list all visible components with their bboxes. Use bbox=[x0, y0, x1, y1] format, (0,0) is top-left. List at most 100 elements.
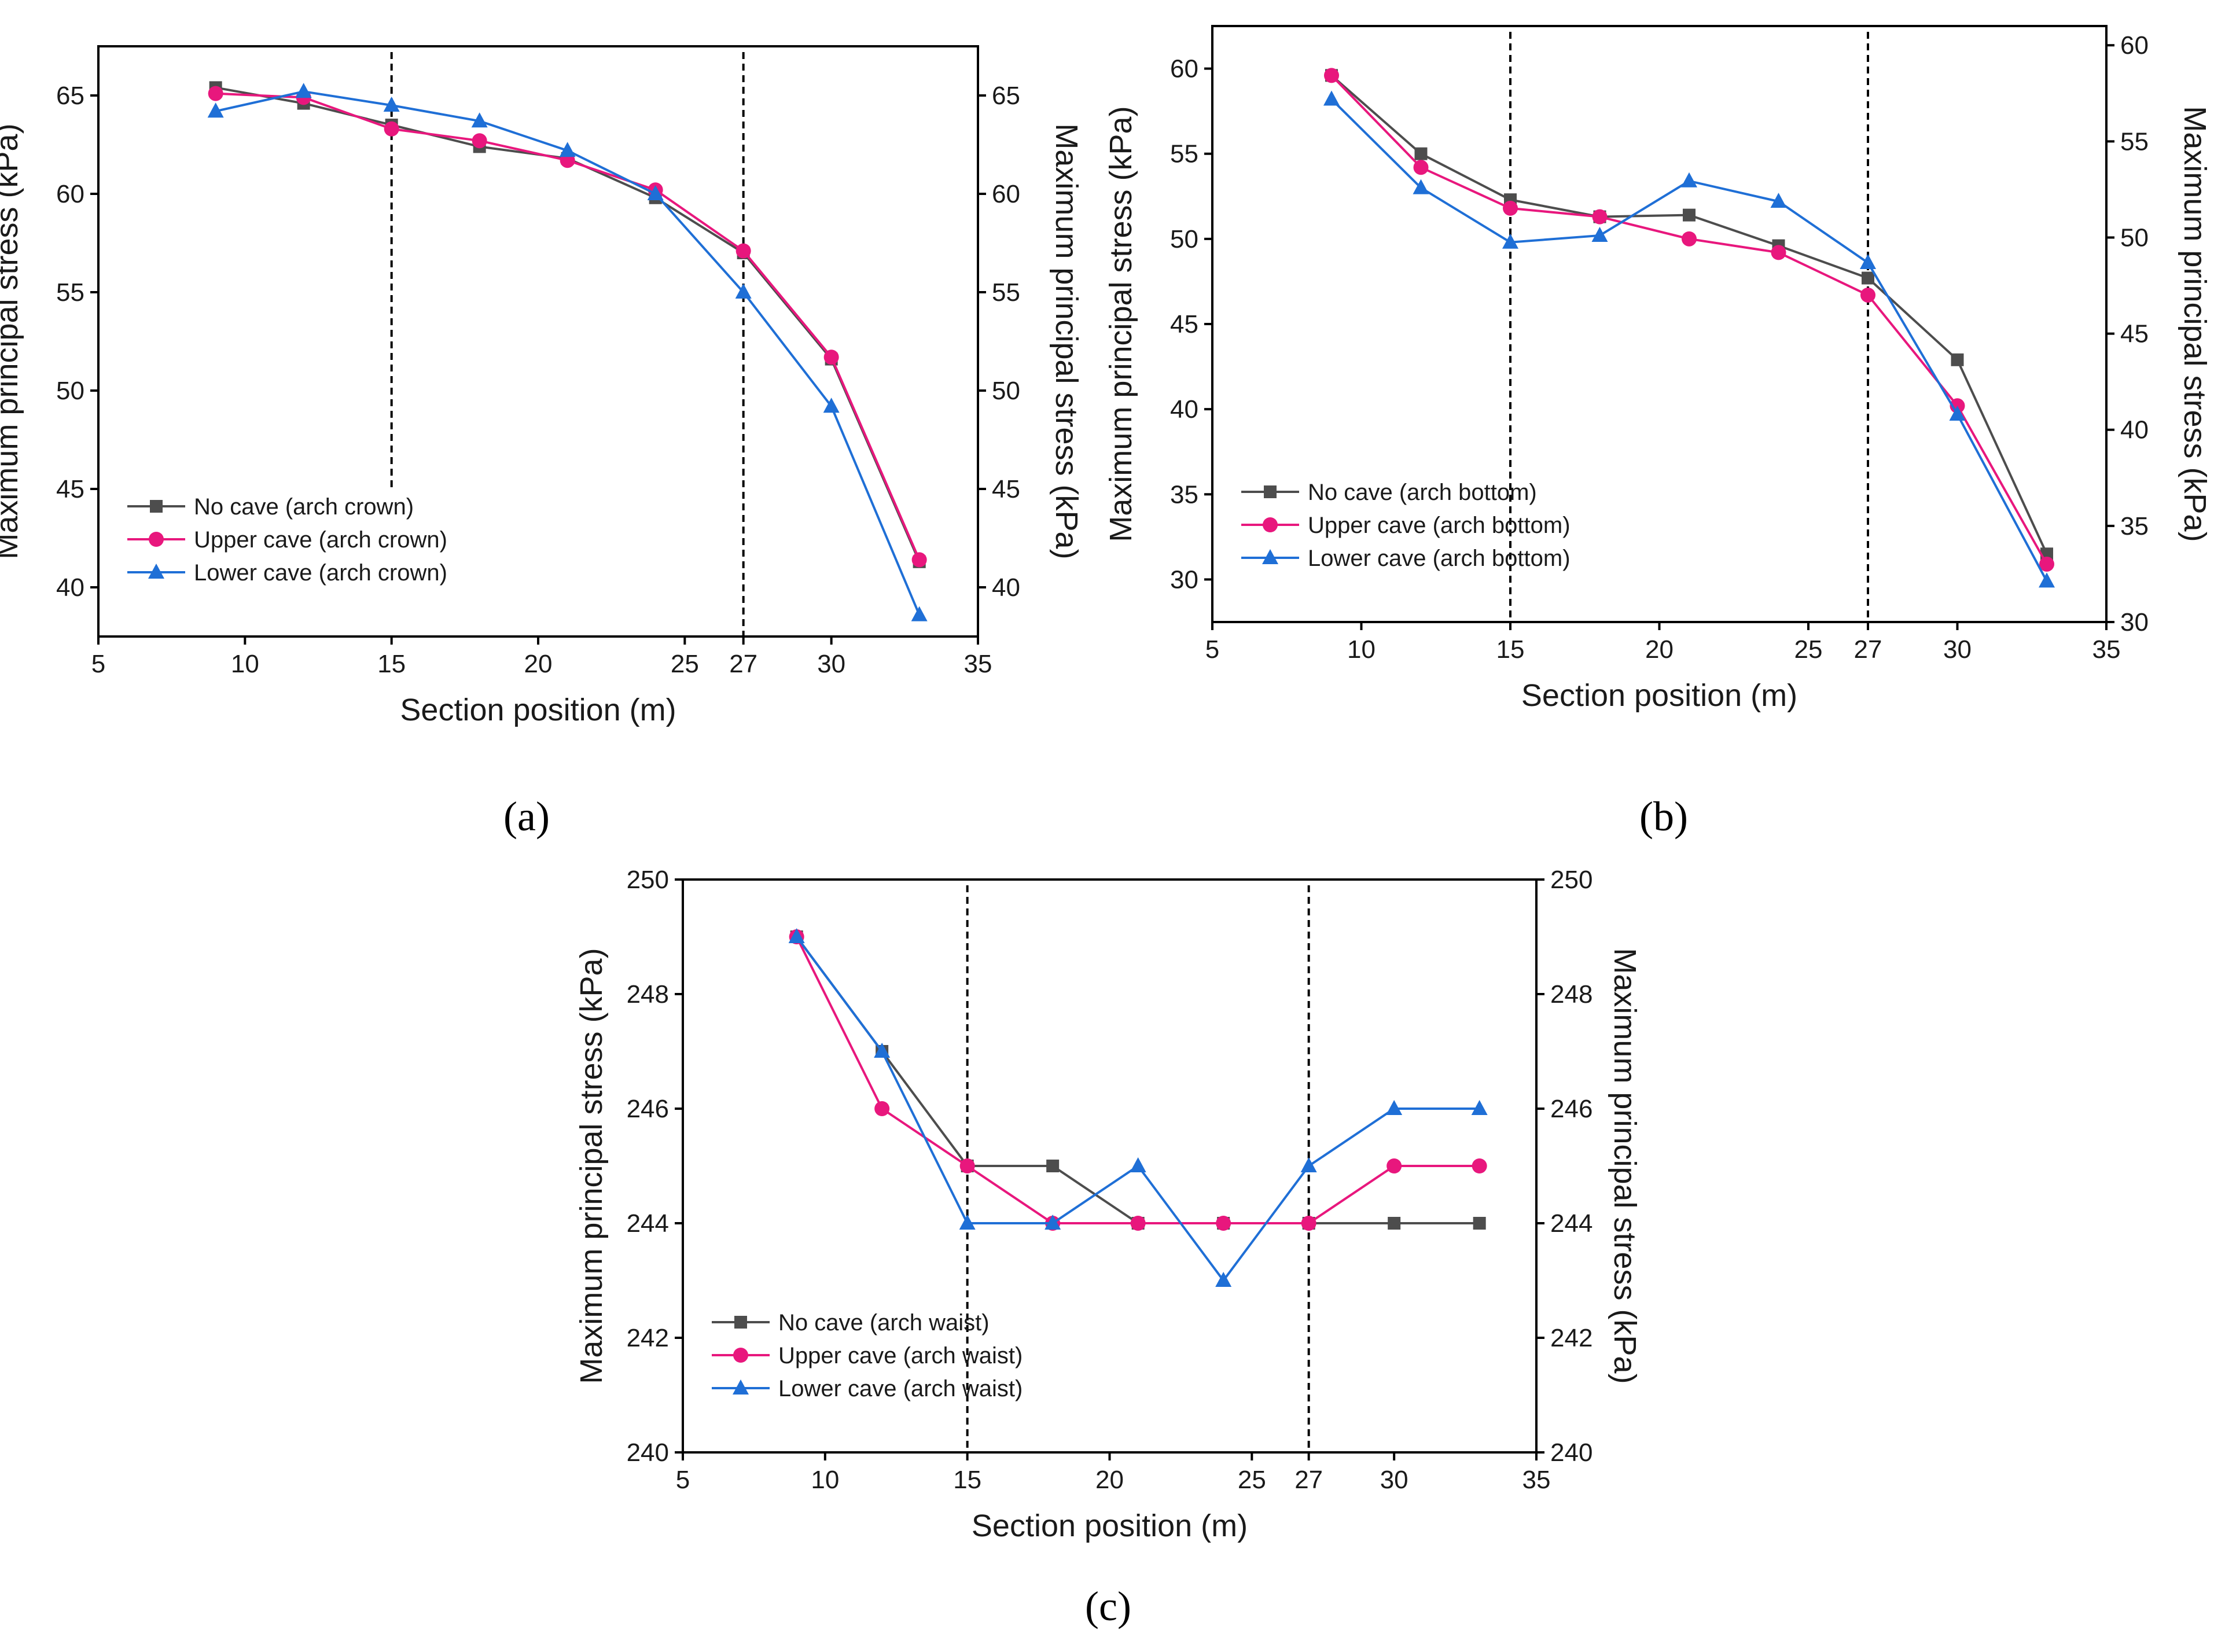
legend-marker-upper_cave bbox=[149, 532, 164, 547]
data-point-upper_cave bbox=[1324, 68, 1339, 83]
data-point-lower_cave bbox=[1949, 405, 1966, 421]
data-point-upper_cave bbox=[1301, 1216, 1316, 1231]
x-tick-label: 35 bbox=[1522, 1466, 1551, 1494]
data-point-lower_cave bbox=[1386, 1100, 1403, 1115]
data-point-lower_cave bbox=[1300, 1157, 1317, 1172]
x-tick-label: 20 bbox=[1645, 635, 1674, 664]
y-tick-label-right: 40 bbox=[2120, 416, 2149, 444]
data-point-upper_cave bbox=[1472, 1158, 1487, 1173]
data-point-no_cave bbox=[1862, 271, 1874, 285]
x-tick-label: 15 bbox=[953, 1466, 981, 1494]
data-point-lower_cave bbox=[383, 97, 400, 112]
y-tick-label-left: 40 bbox=[56, 573, 84, 602]
legend-label-no_cave: No cave (arch crown) bbox=[194, 494, 414, 520]
y-tick-label-right: 30 bbox=[2120, 608, 2149, 636]
x-tick-label: 25 bbox=[671, 650, 699, 678]
data-point-lower_cave bbox=[207, 102, 224, 118]
legend-label-lower_cave: Lower cave (arch bottom) bbox=[1308, 546, 1571, 571]
legend-marker-no_cave bbox=[150, 500, 163, 513]
data-point-lower_cave bbox=[735, 284, 752, 299]
legend-label-lower_cave: Lower cave (arch waist) bbox=[778, 1376, 1023, 1401]
y-tick-label-left: 60 bbox=[1170, 55, 1198, 83]
data-point-lower_cave bbox=[1045, 1215, 1061, 1230]
y-tick-label-left: 244 bbox=[627, 1209, 669, 1238]
data-point-lower_cave bbox=[1591, 226, 1608, 242]
chart-panel-a: 5 10 15 20 25 27 30 35 40 45 50 55 60 65 40 45 50 55 60 65 S… bbox=[0, 45, 1084, 840]
series-line-no_cave bbox=[796, 936, 1480, 1224]
data-point-upper_cave bbox=[823, 349, 839, 365]
legend-marker-no_cave bbox=[734, 1316, 747, 1329]
data-point-lower_cave bbox=[2039, 572, 2055, 588]
y-tick-label-right: 250 bbox=[1550, 866, 1593, 894]
y-axis-title-left: Maximum principal stress (kPa) bbox=[574, 948, 609, 1384]
y-tick-label-right: 60 bbox=[2120, 31, 2149, 60]
data-point-lower_cave bbox=[471, 112, 488, 128]
legend-label-no_cave: No cave (arch bottom) bbox=[1308, 480, 1537, 505]
series-line-lower_cave bbox=[1330, 98, 2048, 582]
x-tick-label: 35 bbox=[964, 650, 992, 678]
data-point-lower_cave bbox=[788, 928, 805, 943]
y-tick-label-right: 65 bbox=[992, 82, 1020, 110]
data-point-upper_cave bbox=[1860, 287, 1875, 303]
data-point-no_cave bbox=[1414, 147, 1428, 160]
y-tick-label-left: 242 bbox=[627, 1324, 669, 1352]
data-point-upper_cave bbox=[472, 133, 487, 149]
x-tick-label: 5 bbox=[91, 650, 105, 678]
y-tick-label-left: 246 bbox=[627, 1095, 669, 1123]
data-point-upper_cave bbox=[1130, 1216, 1146, 1231]
y-tick-label-right: 45 bbox=[992, 475, 1020, 503]
data-point-upper_cave bbox=[2039, 556, 2054, 572]
y-tick-label-right: 246 bbox=[1550, 1095, 1593, 1123]
x-tick-label: 10 bbox=[811, 1466, 839, 1494]
x-tick-label: 35 bbox=[2092, 635, 2121, 664]
x-tick-label: 15 bbox=[377, 650, 406, 678]
x-axis-title: Section position (m) bbox=[400, 693, 676, 727]
x-axis-title: Section position (m) bbox=[1521, 678, 1797, 713]
x-tick-label: 10 bbox=[231, 650, 259, 678]
legend-label-no_cave: No cave (arch waist) bbox=[778, 1310, 990, 1335]
x-tick-label: 10 bbox=[1347, 635, 1376, 664]
data-point-upper_cave bbox=[1682, 231, 1697, 246]
y-axis-title-right: Maximum principal stress (kPa) bbox=[1049, 123, 1084, 559]
legend-marker-lower_cave bbox=[148, 564, 164, 579]
data-point-lower_cave bbox=[1130, 1157, 1146, 1172]
data-point-no_cave bbox=[1683, 208, 1696, 222]
data-point-upper_cave bbox=[735, 243, 751, 259]
legend-marker-lower_cave bbox=[733, 1379, 749, 1395]
data-point-no_cave bbox=[1473, 1217, 1486, 1230]
y-tick-label-left: 240 bbox=[627, 1438, 669, 1467]
data-point-lower_cave bbox=[823, 398, 840, 413]
legend-label-upper_cave: Upper cave (arch crown) bbox=[194, 527, 447, 553]
x-tick-label: 30 bbox=[1380, 1466, 1408, 1494]
x-tick-label: 5 bbox=[1205, 635, 1219, 664]
panel-caption: (a) bbox=[503, 793, 550, 840]
y-tick-label-left: 45 bbox=[1170, 310, 1198, 339]
y-tick-label-right: 55 bbox=[2120, 127, 2149, 156]
x-tick-label: 15 bbox=[1496, 635, 1525, 664]
data-point-no_cave bbox=[1388, 1217, 1401, 1230]
data-point-upper_cave bbox=[1592, 209, 1608, 225]
y-tick-label-right: 45 bbox=[2120, 320, 2149, 348]
data-point-upper_cave bbox=[1413, 160, 1429, 175]
panel-caption: (b) bbox=[1639, 793, 1688, 840]
y-tick-label-right: 35 bbox=[2120, 512, 2149, 540]
data-point-upper_cave bbox=[911, 552, 927, 568]
data-point-lower_cave bbox=[1471, 1100, 1488, 1115]
y-tick-label-right: 244 bbox=[1550, 1209, 1593, 1238]
legend-marker-upper_cave bbox=[733, 1348, 748, 1363]
y-tick-label-right: 242 bbox=[1550, 1324, 1593, 1352]
data-point-lower_cave bbox=[1502, 233, 1518, 249]
data-point-lower_cave bbox=[1860, 254, 1876, 270]
x-tick-label: 5 bbox=[676, 1466, 690, 1494]
legend-label-upper_cave: Upper cave (arch bottom) bbox=[1308, 513, 1571, 538]
y-axis-title-right: Maximum principal stress (kPa) bbox=[2178, 106, 2212, 542]
y-tick-label-right: 240 bbox=[1550, 1438, 1593, 1467]
x-tick-label: 27 bbox=[1854, 635, 1882, 664]
data-point-lower_cave bbox=[911, 606, 928, 621]
y-tick-label-left: 65 bbox=[56, 82, 84, 110]
legend-marker-lower_cave bbox=[1262, 549, 1278, 564]
y-tick-label-left: 250 bbox=[627, 866, 669, 894]
panel-caption: (c) bbox=[1085, 1583, 1131, 1629]
x-tick-label: 25 bbox=[1794, 635, 1823, 664]
